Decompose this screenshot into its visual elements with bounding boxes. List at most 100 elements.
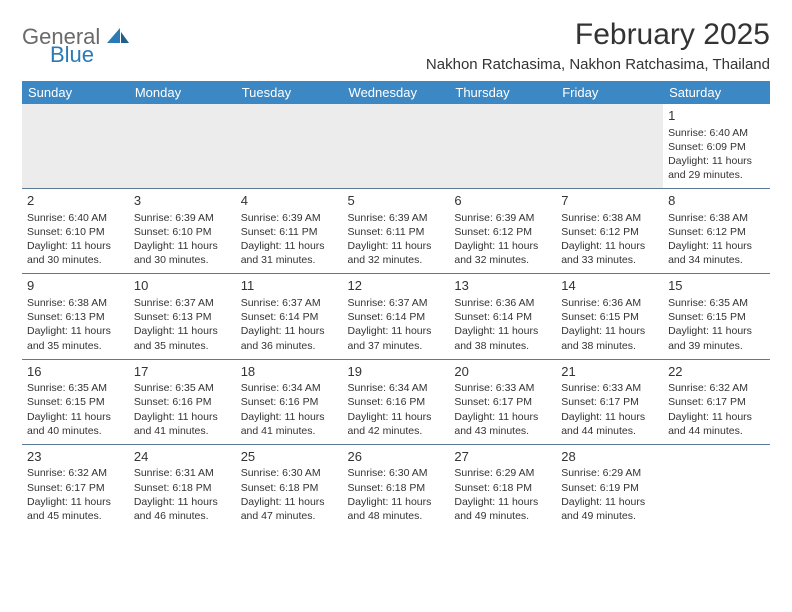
- daylight-line: Daylight: 11 hours and 35 minutes.: [134, 324, 231, 352]
- calendar-cell: 9Sunrise: 6:38 AMSunset: 6:13 PMDaylight…: [22, 274, 129, 359]
- sunrise-line: Sunrise: 6:35 AM: [27, 381, 124, 395]
- day-header: Tuesday: [236, 81, 343, 104]
- calendar-cell: 8Sunrise: 6:38 AMSunset: 6:12 PMDaylight…: [663, 189, 770, 274]
- sunrise-line: Sunrise: 6:37 AM: [134, 296, 231, 310]
- calendar-cell: [129, 104, 236, 189]
- calendar-cell: 11Sunrise: 6:37 AMSunset: 6:14 PMDayligh…: [236, 274, 343, 359]
- sunrise-line: Sunrise: 6:35 AM: [134, 381, 231, 395]
- sunset-line: Sunset: 6:17 PM: [27, 481, 124, 495]
- sunrise-line: Sunrise: 6:32 AM: [668, 381, 765, 395]
- day-header-row: SundayMondayTuesdayWednesdayThursdayFrid…: [22, 81, 770, 104]
- daylight-line: Daylight: 11 hours and 30 minutes.: [134, 239, 231, 267]
- day-header: Thursday: [449, 81, 556, 104]
- daylight-line: Daylight: 11 hours and 41 minutes.: [241, 410, 338, 438]
- daylight-line: Daylight: 11 hours and 43 minutes.: [454, 410, 551, 438]
- sunset-line: Sunset: 6:18 PM: [241, 481, 338, 495]
- day-header: Sunday: [22, 81, 129, 104]
- logo: General Blue: [22, 26, 129, 66]
- sunset-line: Sunset: 6:16 PM: [348, 395, 445, 409]
- daylight-line: Daylight: 11 hours and 45 minutes.: [27, 495, 124, 523]
- day-number: 23: [27, 448, 124, 466]
- sunrise-line: Sunrise: 6:30 AM: [241, 466, 338, 480]
- location: Nakhon Ratchasima, Nakhon Ratchasima, Th…: [426, 56, 770, 73]
- calendar-cell: 19Sunrise: 6:34 AMSunset: 6:16 PMDayligh…: [343, 359, 450, 444]
- sunrise-line: Sunrise: 6:39 AM: [454, 211, 551, 225]
- calendar-cell: 15Sunrise: 6:35 AMSunset: 6:15 PMDayligh…: [663, 274, 770, 359]
- day-number: 15: [668, 277, 765, 295]
- page-title: February 2025: [426, 18, 770, 52]
- calendar-cell: 6Sunrise: 6:39 AMSunset: 6:12 PMDaylight…: [449, 189, 556, 274]
- day-number: 9: [27, 277, 124, 295]
- calendar-cell: [663, 444, 770, 529]
- day-number: 5: [348, 192, 445, 210]
- day-number: 19: [348, 363, 445, 381]
- sunrise-line: Sunrise: 6:33 AM: [561, 381, 658, 395]
- day-header: Wednesday: [343, 81, 450, 104]
- daylight-line: Daylight: 11 hours and 46 minutes.: [134, 495, 231, 523]
- day-number: 18: [241, 363, 338, 381]
- sunset-line: Sunset: 6:11 PM: [241, 225, 338, 239]
- sunrise-line: Sunrise: 6:35 AM: [668, 296, 765, 310]
- calendar-cell: 1Sunrise: 6:40 AMSunset: 6:09 PMDaylight…: [663, 104, 770, 189]
- sunrise-line: Sunrise: 6:38 AM: [668, 211, 765, 225]
- logo-text-blue: Blue: [50, 44, 129, 66]
- sunrise-line: Sunrise: 6:39 AM: [241, 211, 338, 225]
- day-number: 14: [561, 277, 658, 295]
- sunset-line: Sunset: 6:15 PM: [561, 310, 658, 324]
- calendar-cell: 25Sunrise: 6:30 AMSunset: 6:18 PMDayligh…: [236, 444, 343, 529]
- calendar-cell: 24Sunrise: 6:31 AMSunset: 6:18 PMDayligh…: [129, 444, 236, 529]
- day-number: 7: [561, 192, 658, 210]
- calendar-cell: 16Sunrise: 6:35 AMSunset: 6:15 PMDayligh…: [22, 359, 129, 444]
- day-header: Monday: [129, 81, 236, 104]
- daylight-line: Daylight: 11 hours and 39 minutes.: [668, 324, 765, 352]
- sunset-line: Sunset: 6:16 PM: [241, 395, 338, 409]
- calendar-cell: 14Sunrise: 6:36 AMSunset: 6:15 PMDayligh…: [556, 274, 663, 359]
- daylight-line: Daylight: 11 hours and 29 minutes.: [668, 154, 765, 182]
- sunset-line: Sunset: 6:12 PM: [668, 225, 765, 239]
- sunrise-line: Sunrise: 6:31 AM: [134, 466, 231, 480]
- daylight-line: Daylight: 11 hours and 47 minutes.: [241, 495, 338, 523]
- day-number: 26: [348, 448, 445, 466]
- calendar-cell: [343, 104, 450, 189]
- day-number: 25: [241, 448, 338, 466]
- calendar-cell: 5Sunrise: 6:39 AMSunset: 6:11 PMDaylight…: [343, 189, 450, 274]
- day-header: Saturday: [663, 81, 770, 104]
- sunset-line: Sunset: 6:10 PM: [134, 225, 231, 239]
- sunrise-line: Sunrise: 6:32 AM: [27, 466, 124, 480]
- daylight-line: Daylight: 11 hours and 31 minutes.: [241, 239, 338, 267]
- day-number: 8: [668, 192, 765, 210]
- calendar-cell: 18Sunrise: 6:34 AMSunset: 6:16 PMDayligh…: [236, 359, 343, 444]
- sunrise-line: Sunrise: 6:37 AM: [241, 296, 338, 310]
- day-number: 28: [561, 448, 658, 466]
- sunset-line: Sunset: 6:13 PM: [27, 310, 124, 324]
- daylight-line: Daylight: 11 hours and 33 minutes.: [561, 239, 658, 267]
- header: General Blue February 2025 Nakhon Ratcha…: [22, 18, 770, 73]
- sunset-line: Sunset: 6:16 PM: [134, 395, 231, 409]
- day-number: 13: [454, 277, 551, 295]
- calendar-cell: [22, 104, 129, 189]
- sunset-line: Sunset: 6:18 PM: [454, 481, 551, 495]
- day-number: 11: [241, 277, 338, 295]
- sunrise-line: Sunrise: 6:39 AM: [134, 211, 231, 225]
- daylight-line: Daylight: 11 hours and 35 minutes.: [27, 324, 124, 352]
- title-block: February 2025 Nakhon Ratchasima, Nakhon …: [426, 18, 770, 73]
- sunrise-line: Sunrise: 6:30 AM: [348, 466, 445, 480]
- sunset-line: Sunset: 6:12 PM: [454, 225, 551, 239]
- calendar-cell: 3Sunrise: 6:39 AMSunset: 6:10 PMDaylight…: [129, 189, 236, 274]
- daylight-line: Daylight: 11 hours and 32 minutes.: [454, 239, 551, 267]
- daylight-line: Daylight: 11 hours and 38 minutes.: [561, 324, 658, 352]
- daylight-line: Daylight: 11 hours and 36 minutes.: [241, 324, 338, 352]
- calendar-cell: [556, 104, 663, 189]
- calendar-cell: 7Sunrise: 6:38 AMSunset: 6:12 PMDaylight…: [556, 189, 663, 274]
- sunset-line: Sunset: 6:17 PM: [561, 395, 658, 409]
- daylight-line: Daylight: 11 hours and 40 minutes.: [27, 410, 124, 438]
- sunrise-line: Sunrise: 6:36 AM: [454, 296, 551, 310]
- day-header: Friday: [556, 81, 663, 104]
- sunset-line: Sunset: 6:18 PM: [348, 481, 445, 495]
- sunset-line: Sunset: 6:12 PM: [561, 225, 658, 239]
- calendar-cell: 12Sunrise: 6:37 AMSunset: 6:14 PMDayligh…: [343, 274, 450, 359]
- calendar-cell: 27Sunrise: 6:29 AMSunset: 6:18 PMDayligh…: [449, 444, 556, 529]
- calendar-cell: [236, 104, 343, 189]
- sunrise-line: Sunrise: 6:29 AM: [561, 466, 658, 480]
- calendar-week: 23Sunrise: 6:32 AMSunset: 6:17 PMDayligh…: [22, 444, 770, 529]
